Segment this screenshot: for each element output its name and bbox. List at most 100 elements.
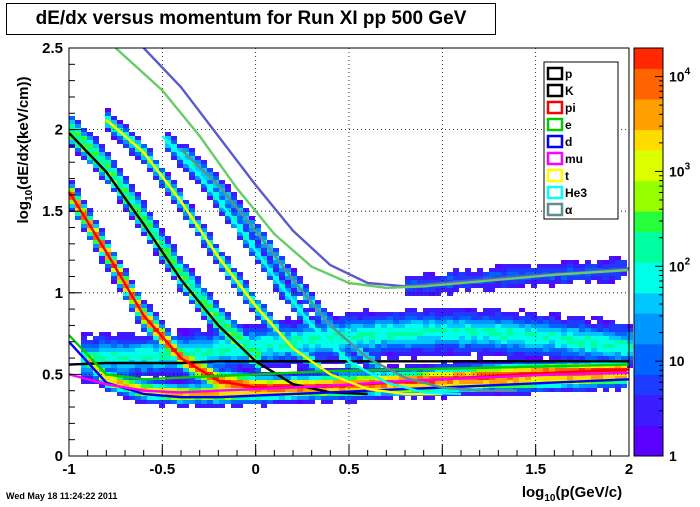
heatmap-cell — [429, 276, 435, 280]
heatmap-cell — [243, 344, 249, 348]
colorbar-segment — [634, 394, 663, 406]
heatmap-cell — [495, 332, 501, 336]
heatmap-cell — [291, 324, 297, 328]
heatmap-cell — [111, 340, 117, 344]
heatmap-cell — [435, 336, 441, 340]
heatmap-cell — [159, 396, 165, 400]
heatmap-cell — [207, 384, 213, 388]
heatmap-cell — [87, 332, 93, 336]
heatmap-cell — [393, 344, 399, 348]
heatmap-cell — [417, 332, 423, 336]
heatmap-cell — [603, 384, 609, 388]
heatmap-cell — [321, 400, 327, 404]
heatmap-cell — [537, 384, 543, 388]
heatmap-cell — [339, 332, 345, 336]
heatmap-cell — [177, 368, 183, 372]
heatmap-cell — [225, 396, 231, 400]
heatmap-cell — [291, 388, 297, 392]
heatmap-cell — [105, 168, 111, 172]
heatmap-cell — [195, 332, 201, 336]
curve-α — [180, 148, 517, 392]
heatmap-cell — [225, 264, 231, 268]
heatmap-cell — [183, 144, 189, 148]
heatmap-cell — [213, 384, 219, 388]
heatmap-cell — [213, 188, 219, 192]
heatmap-cell — [279, 352, 285, 356]
heatmap-cell — [279, 344, 285, 348]
heatmap-cell — [93, 148, 99, 152]
heatmap-cell — [531, 320, 537, 324]
heatmap-cell — [87, 160, 93, 164]
heatmap-cell — [285, 268, 291, 272]
heatmap-cell — [549, 368, 555, 372]
heatmap-cell — [453, 368, 459, 372]
heatmap-cell — [225, 392, 231, 396]
heatmap-cell — [375, 392, 381, 396]
heatmap-cell — [111, 336, 117, 340]
heatmap-cell — [297, 300, 303, 304]
heatmap-cell — [429, 336, 435, 340]
heatmap-cell — [549, 388, 555, 392]
heatmap-cell — [549, 336, 555, 340]
heatmap-cell — [519, 284, 525, 288]
heatmap-cell — [111, 184, 117, 188]
heatmap-cell — [591, 324, 597, 328]
heatmap-cell — [195, 292, 201, 296]
heatmap-cell — [615, 336, 621, 340]
heatmap-cell — [525, 356, 531, 360]
heatmap-cell — [99, 240, 105, 244]
heatmap-cell — [195, 284, 201, 288]
heatmap-cell — [195, 220, 201, 224]
heatmap-cell — [573, 332, 579, 336]
heatmap-cell — [147, 328, 153, 332]
curve-t — [105, 118, 443, 396]
heatmap-cell — [183, 388, 189, 392]
heatmap-cell — [561, 368, 567, 372]
heatmap-cell — [105, 376, 111, 380]
heatmap-cell — [507, 364, 513, 368]
heatmap-cell — [429, 380, 435, 384]
heatmap-cell — [567, 356, 573, 360]
heatmap-cell — [117, 276, 123, 280]
heatmap-cell — [597, 264, 603, 268]
heatmap-cell — [597, 332, 603, 336]
heatmap-cell — [387, 352, 393, 356]
heatmap-cell — [249, 216, 255, 220]
heatmap-cell — [333, 388, 339, 392]
heatmap-cell — [417, 276, 423, 280]
colorbar-segment — [634, 313, 663, 324]
heatmap-cell — [405, 336, 411, 340]
heatmap-cell — [567, 348, 573, 352]
heatmap-cell — [519, 268, 525, 272]
heatmap-cell — [135, 200, 141, 204]
heatmap-cell — [363, 320, 369, 324]
heatmap-cell — [351, 376, 357, 380]
colorbar-segment — [634, 343, 663, 355]
heatmap-cell — [219, 312, 225, 316]
heatmap-cell — [477, 372, 483, 376]
heatmap-cell — [75, 216, 81, 220]
heatmap-cell — [141, 380, 147, 384]
heatmap-cell — [333, 336, 339, 340]
heatmap-cell — [543, 280, 549, 284]
heatmap-cell — [309, 340, 315, 344]
heatmap-cell — [465, 364, 471, 368]
heatmap-cell — [309, 332, 315, 336]
heatmap-cell — [393, 312, 399, 316]
heatmap-cell — [327, 396, 333, 400]
heatmap-cell — [567, 344, 573, 348]
heatmap-cell — [387, 384, 393, 388]
heatmap-cell — [597, 380, 603, 384]
heatmap-cell — [483, 352, 489, 356]
heatmap-cell — [99, 232, 105, 236]
heatmap-cell — [501, 336, 507, 340]
legend-swatch — [546, 100, 564, 115]
heatmap-cell — [549, 384, 555, 388]
heatmap-cell — [483, 316, 489, 320]
heatmap-cell — [261, 404, 267, 408]
heatmap-cell — [447, 308, 453, 312]
heatmap-cell — [513, 320, 519, 324]
heatmap-cell — [627, 344, 633, 348]
heatmap-cell — [177, 392, 183, 396]
heatmap-cell — [201, 332, 207, 336]
